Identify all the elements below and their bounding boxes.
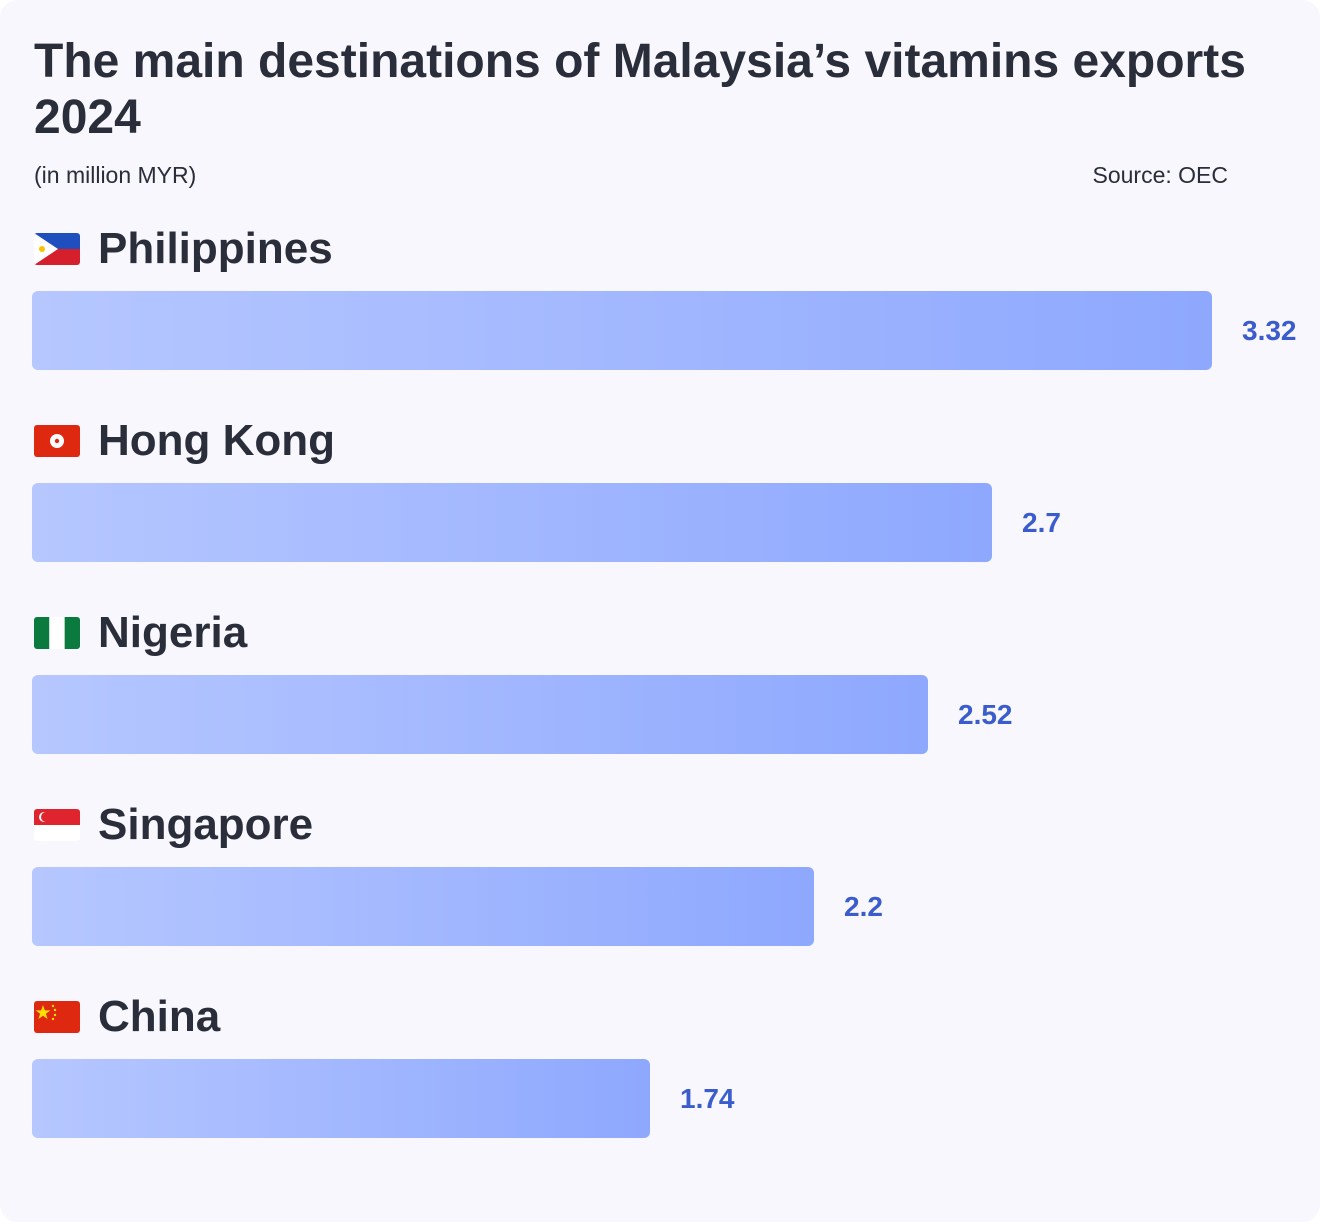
singapore-flag-icon <box>34 809 80 841</box>
value-label-nigeria: 2.52 <box>958 699 1013 730</box>
value-label-china: 1.74 <box>680 1083 735 1114</box>
category-label-hong-kong: Hong Kong <box>34 414 335 468</box>
chart-title: The main destinations of Malaysia’s vita… <box>34 35 1246 144</box>
country-name: Singapore <box>98 800 314 849</box>
bar-china <box>32 1059 650 1138</box>
bar-philippines <box>32 291 1212 370</box>
value-label-hong-kong: 2.7 <box>1022 507 1061 538</box>
bar-nigeria <box>32 675 928 754</box>
category-label-nigeria: Nigeria <box>34 606 247 660</box>
bar-hong-kong <box>32 483 992 562</box>
country-name: Nigeria <box>98 608 248 657</box>
country-name: China <box>98 992 221 1041</box>
value-label-singapore: 2.2 <box>844 891 883 922</box>
chart-source: Source: OEC <box>1092 162 1229 188</box>
china-flag-icon <box>34 1001 80 1033</box>
category-label-china: China <box>34 990 220 1044</box>
bar-singapore <box>32 867 814 946</box>
category-label-philippines: Philippines <box>34 222 333 276</box>
hong-kong-flag-icon <box>34 425 80 457</box>
country-name: Philippines <box>98 224 333 273</box>
value-label-philippines: 3.32 <box>1242 315 1297 346</box>
category-label-singapore: Singapore <box>34 798 313 852</box>
chart-subtitle: (in million MYR) <box>34 162 197 188</box>
country-name: Hong Kong <box>98 416 336 465</box>
philippines-flag-icon <box>34 233 80 265</box>
nigeria-flag-icon <box>34 617 80 649</box>
